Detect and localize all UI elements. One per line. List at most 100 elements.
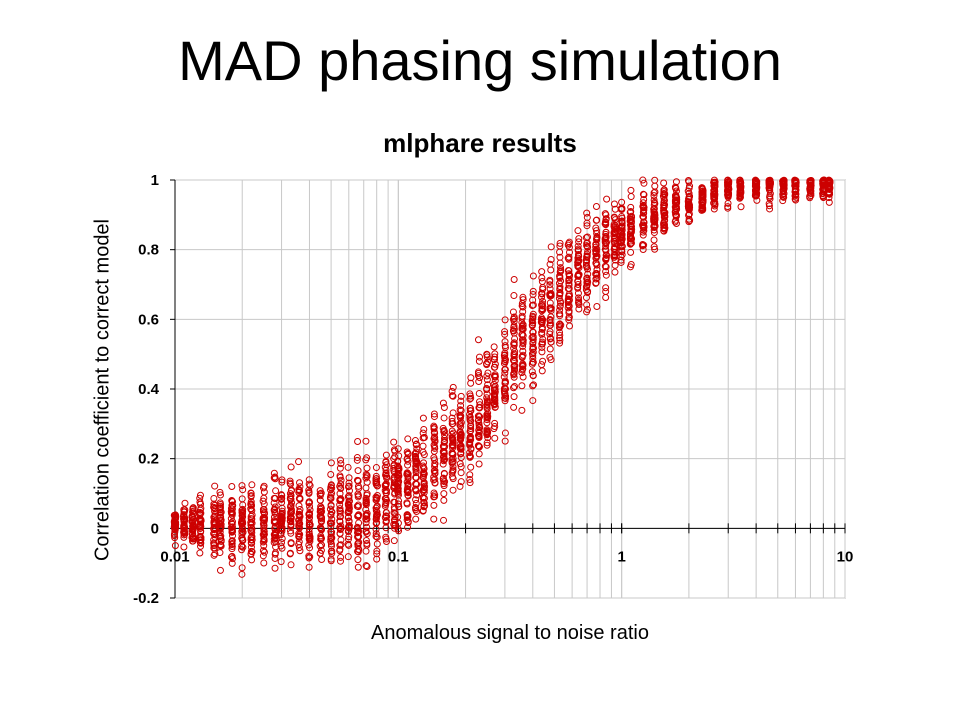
- data-point: [626, 235, 634, 243]
- data-point: [362, 547, 370, 555]
- data-point: [411, 450, 419, 458]
- data-point: [466, 452, 474, 460]
- data-point: [382, 538, 390, 546]
- data-point: [295, 511, 303, 519]
- data-point: [483, 376, 491, 384]
- data-point: [501, 365, 509, 373]
- data-point: [271, 554, 279, 562]
- data-point: [546, 291, 554, 299]
- data-point: [345, 533, 353, 541]
- data-point: [466, 433, 474, 441]
- data-point: [337, 525, 345, 533]
- data-point: [592, 259, 600, 267]
- data-point: [529, 382, 537, 390]
- data-point: [404, 489, 412, 497]
- data-point: [724, 203, 732, 211]
- data-point: [287, 487, 295, 495]
- data-point: [593, 245, 601, 253]
- data-point: [354, 540, 362, 548]
- data-point: [539, 335, 547, 343]
- data-point: [439, 460, 447, 468]
- data-point: [547, 338, 555, 346]
- data-point: [248, 556, 256, 564]
- data-point: [216, 509, 224, 517]
- data-point: [449, 450, 457, 458]
- data-point: [344, 553, 352, 561]
- data-point: [528, 368, 536, 376]
- data-point: [337, 460, 345, 468]
- data-point: [395, 465, 403, 473]
- data-point: [372, 464, 380, 472]
- data-point: [382, 535, 390, 543]
- data-point: [457, 445, 465, 453]
- data-point: [650, 213, 658, 221]
- data-point: [448, 387, 456, 395]
- data-point: [270, 499, 278, 507]
- data-point: [420, 425, 428, 433]
- data-point: [602, 230, 610, 238]
- data-point: [457, 478, 465, 486]
- data-point: [354, 556, 362, 564]
- data-point: [188, 517, 196, 525]
- data-point: [419, 442, 427, 450]
- data-point: [180, 515, 188, 523]
- data-point: [170, 532, 178, 540]
- data-point: [327, 520, 335, 528]
- data-point: [394, 484, 402, 492]
- data-point: [611, 238, 619, 246]
- slide-title: MAD phasing simulation: [178, 29, 782, 92]
- data-point: [403, 499, 411, 507]
- data-point: [189, 530, 197, 538]
- data-point: [711, 200, 719, 208]
- data-point: [248, 481, 256, 489]
- data-point: [780, 193, 788, 201]
- data-point: [601, 218, 609, 226]
- data-point: [440, 414, 448, 422]
- data-point: [382, 517, 390, 525]
- data-point: [583, 274, 591, 282]
- y-tick-label: 0.2: [138, 451, 159, 468]
- data-point: [467, 421, 475, 429]
- data-point: [404, 435, 412, 443]
- data-point: [627, 203, 635, 211]
- data-point: [583, 213, 591, 221]
- data-point: [519, 322, 527, 330]
- data-point: [501, 429, 509, 437]
- data-point: [403, 470, 411, 478]
- data-point: [582, 286, 590, 294]
- data-point: [483, 405, 491, 413]
- data-point: [197, 542, 205, 550]
- data-point: [382, 524, 390, 532]
- data-point: [336, 464, 344, 472]
- data-point: [491, 434, 499, 442]
- data-point: [391, 513, 399, 521]
- data-point: [295, 520, 303, 528]
- data-point: [529, 348, 537, 356]
- data-point: [672, 220, 680, 228]
- data-point: [390, 537, 398, 545]
- data-point: [457, 423, 465, 431]
- data-point: [565, 316, 573, 324]
- data-point: [611, 214, 619, 222]
- data-point: [327, 557, 335, 565]
- data-point: [419, 474, 427, 482]
- data-point: [475, 389, 483, 397]
- data-point: [382, 466, 390, 474]
- data-point: [825, 188, 833, 196]
- data-point: [564, 304, 572, 312]
- chart-title: mlphare results: [383, 128, 577, 158]
- data-point: [529, 397, 537, 405]
- data-point: [650, 201, 658, 209]
- data-point: [412, 486, 420, 494]
- data-point: [511, 348, 519, 356]
- data-point: [510, 371, 518, 379]
- data-point: [363, 512, 371, 520]
- data-point: [672, 212, 680, 220]
- data-point: [316, 542, 324, 550]
- data-point: [501, 389, 509, 397]
- data-point: [210, 551, 218, 559]
- data-point: [238, 546, 246, 554]
- data-point: [216, 549, 224, 557]
- data-point: [539, 284, 547, 292]
- data-point: [259, 552, 267, 560]
